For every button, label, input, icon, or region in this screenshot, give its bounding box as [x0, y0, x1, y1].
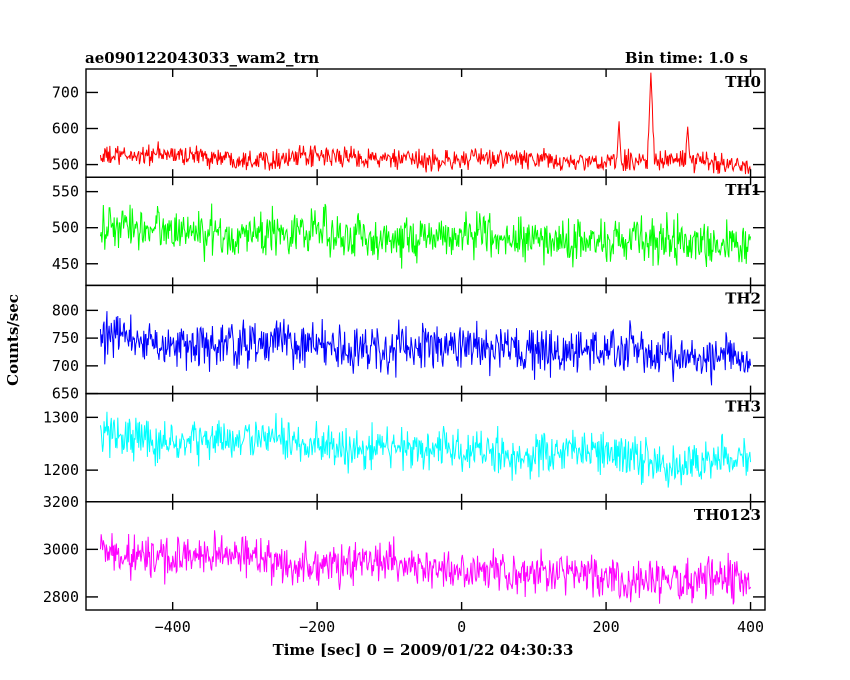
series-th3 [99, 411, 752, 488]
y-tick-label: 3000 [43, 540, 79, 558]
x-axis-label: Time [sec] 0 = 2009/01/22 04:30:33 [273, 641, 574, 659]
y-tick-label: 3200 [43, 493, 79, 511]
x-tick-label: −400 [155, 618, 191, 636]
y-tick-label: 700 [52, 83, 79, 101]
panel-th0123: 2800 3000 3200 TH0123 [43, 493, 766, 611]
y-axis-label: Counts/sec [4, 294, 22, 386]
x-tick-label: 200 [593, 618, 620, 636]
y-tick-label: 700 [52, 357, 79, 375]
y-tick-label: 500 [52, 219, 79, 237]
y-tick-label: 800 [52, 301, 79, 319]
panel-frame [85, 501, 766, 611]
y-tick-label: 1200 [43, 461, 79, 479]
panel-label: TH0123 [694, 506, 761, 524]
panel-label: TH1 [725, 181, 761, 199]
panel-th3: 1200 1300 TH3 [43, 392, 766, 503]
y-tick-label: 550 [52, 183, 79, 201]
y-tick-label: 1300 [43, 408, 79, 426]
y-tick-label: 600 [52, 120, 79, 138]
series-th0123 [99, 530, 752, 605]
panel-label: TH2 [725, 289, 761, 307]
panel-th2: 650 700 750 800 TH2 [52, 284, 766, 403]
chart-title: ae090122043033_wam2_trn [85, 49, 319, 67]
x-tick-label: −200 [299, 618, 335, 636]
panel-th1: 450 500 550 TH1 [52, 176, 766, 287]
x-ticks-group: −400 −200 0 200 400 [155, 618, 764, 636]
bin-time-label: Bin time: 1.0 s [625, 49, 748, 67]
series-th0 [99, 72, 752, 175]
series-th2 [99, 311, 752, 386]
y-tick-label: 650 [52, 385, 79, 403]
x-tick-label: 400 [737, 618, 764, 636]
panel-th0: 500 600 700 TH0 [52, 68, 766, 178]
y-tick-label: 500 [52, 156, 79, 174]
y-tick-label: 2800 [43, 588, 79, 606]
y-tick-label: 450 [52, 255, 79, 273]
x-tick-label: 0 [457, 618, 466, 636]
y-tick-label: 750 [52, 329, 79, 347]
panel-label: TH0 [725, 73, 761, 91]
panel-frame [85, 392, 766, 503]
panels-group: 500 600 700 TH0 450 500 550 TH1 650 700 750 800 TH2 1… [43, 68, 766, 611]
series-th1 [99, 203, 752, 269]
panel-label: TH3 [725, 398, 761, 416]
